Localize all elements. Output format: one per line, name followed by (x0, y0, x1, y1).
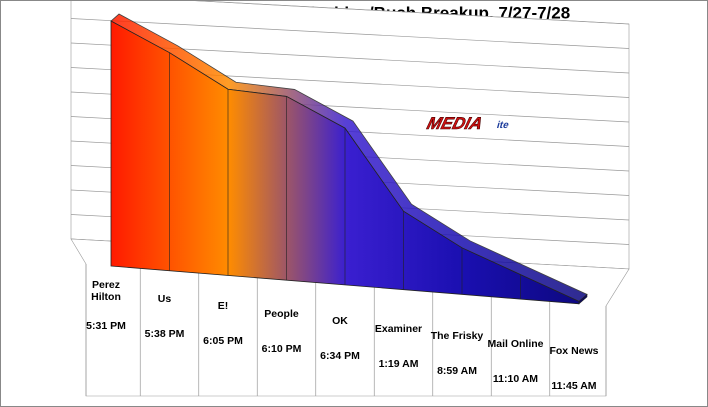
time-label: 11:10 AM (492, 372, 539, 385)
x-tick-label: Fox News (549, 345, 599, 357)
time-label: 6:34 PM (320, 350, 360, 362)
logo-text: MEDIA (425, 113, 485, 133)
x-tick-label: Us (157, 292, 172, 305)
time-label: 6:10 PM (261, 342, 302, 355)
grid-line (70, 18, 630, 49)
x-tick-label: E! (217, 300, 229, 312)
time-label: 8:59 AM (437, 365, 477, 377)
x-tick-label: Mail Online (487, 337, 544, 350)
time-label: 11:45 AM (551, 380, 597, 392)
x-tick-label: Examiner (374, 322, 423, 335)
x-tick-label: Perez Hilton (91, 279, 121, 303)
x-tick-label: People (264, 307, 299, 320)
x-tick-label: The Frisky (430, 330, 484, 342)
logo-suffix: ite (495, 120, 510, 131)
grid-line (194, 1, 630, 25)
time-label: 5:31 PM (86, 320, 126, 332)
x-tick-label: OK (332, 315, 348, 327)
time-label: 1:19 AM (378, 357, 419, 370)
logo: MEDIA ite (425, 113, 511, 133)
time-label: 6:05 PM (203, 335, 243, 347)
time-label: 5:38 PM (144, 327, 185, 340)
